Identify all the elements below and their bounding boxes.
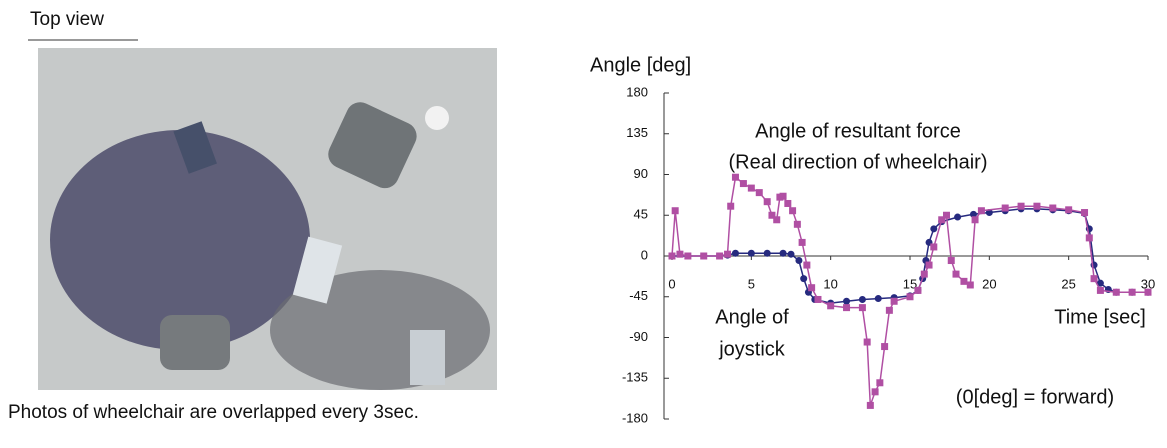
data-point — [930, 243, 937, 250]
data-point — [676, 251, 683, 258]
data-point — [864, 339, 871, 346]
data-point — [872, 388, 879, 395]
y-tick-label: 45 — [634, 207, 648, 222]
data-point — [967, 281, 974, 288]
y-axis-label: Angle [deg] — [590, 54, 691, 76]
data-point — [727, 203, 734, 210]
data-point — [764, 198, 771, 205]
annotation: joystick — [718, 338, 786, 360]
data-point — [789, 207, 796, 214]
data-point — [1065, 206, 1072, 213]
data-point — [867, 402, 874, 409]
annotation: Angle of — [715, 306, 789, 328]
data-point — [875, 295, 882, 302]
data-point — [886, 307, 893, 314]
x-tick-label: 0 — [668, 276, 675, 291]
data-point — [800, 275, 807, 282]
y-tick-label: -180 — [622, 410, 648, 425]
data-point — [780, 250, 787, 257]
data-point — [780, 193, 787, 200]
data-point — [827, 302, 834, 309]
data-point — [843, 298, 850, 305]
photo — [38, 48, 497, 390]
data-point — [843, 304, 850, 311]
data-point — [1129, 289, 1136, 296]
y-tick-label: -45 — [629, 288, 648, 303]
data-point — [859, 296, 866, 303]
data-point — [684, 253, 691, 260]
photo-caption: Photos of wheelchair are overlapped ever… — [8, 402, 419, 423]
data-point — [1113, 289, 1120, 296]
top-view-label: Top view — [30, 9, 104, 30]
data-point — [803, 262, 810, 269]
data-point — [1002, 205, 1009, 212]
data-point — [1097, 287, 1104, 294]
y-tick-label: 90 — [634, 166, 648, 181]
data-point — [756, 189, 763, 196]
data-point — [914, 287, 921, 294]
annotation: (Real direction of wheelchair) — [728, 151, 987, 173]
x-tick-label: 25 — [1061, 276, 1075, 291]
data-point — [799, 239, 806, 246]
data-point — [724, 251, 731, 258]
data-point — [1145, 289, 1152, 296]
data-point — [732, 174, 739, 181]
x-tick-label: 20 — [982, 276, 996, 291]
data-point — [748, 250, 755, 257]
data-point — [1018, 203, 1025, 210]
data-point — [773, 216, 780, 223]
data-point — [876, 379, 883, 386]
data-point — [1049, 205, 1056, 212]
x-axis-label: Time [sec] — [1054, 306, 1146, 328]
data-point — [808, 284, 815, 291]
data-point — [700, 253, 707, 260]
data-point — [907, 293, 914, 300]
data-point — [794, 221, 801, 228]
data-point — [764, 250, 771, 257]
data-point — [881, 343, 888, 350]
data-point — [1086, 234, 1093, 241]
data-point — [669, 253, 676, 260]
data-point — [943, 212, 950, 219]
data-point — [953, 271, 960, 278]
y-tick-label: 0 — [641, 247, 648, 262]
data-point — [972, 216, 979, 223]
y-tick-label: -90 — [629, 329, 648, 344]
annotation: Angle of resultant force — [755, 120, 961, 142]
data-point — [954, 214, 961, 221]
figure: Top view Photos of wheelchair are overla… — [0, 0, 1167, 443]
x-tick-label: 10 — [823, 276, 837, 291]
data-point — [732, 250, 739, 257]
data-point — [1081, 209, 1088, 216]
y-tick-label: 135 — [626, 125, 648, 140]
data-point — [948, 257, 955, 264]
data-point — [740, 180, 747, 187]
y-tick-label: -135 — [622, 370, 648, 385]
data-point — [926, 262, 933, 269]
data-point — [921, 271, 928, 278]
data-point — [960, 278, 967, 285]
data-point — [748, 185, 755, 192]
x-tick-label: 5 — [748, 276, 755, 291]
data-point — [930, 225, 937, 232]
data-point — [978, 207, 985, 214]
data-point — [784, 200, 791, 207]
data-point — [859, 304, 866, 311]
data-point — [788, 251, 795, 258]
y-tick-label: 180 — [626, 84, 648, 99]
annotation: (0[deg] = forward) — [956, 386, 1114, 408]
data-point — [891, 298, 898, 305]
data-point — [1033, 203, 1040, 210]
data-point — [795, 257, 802, 264]
data-point — [1091, 275, 1098, 282]
data-point — [672, 207, 679, 214]
data-point — [814, 296, 821, 303]
data-point — [716, 253, 723, 260]
